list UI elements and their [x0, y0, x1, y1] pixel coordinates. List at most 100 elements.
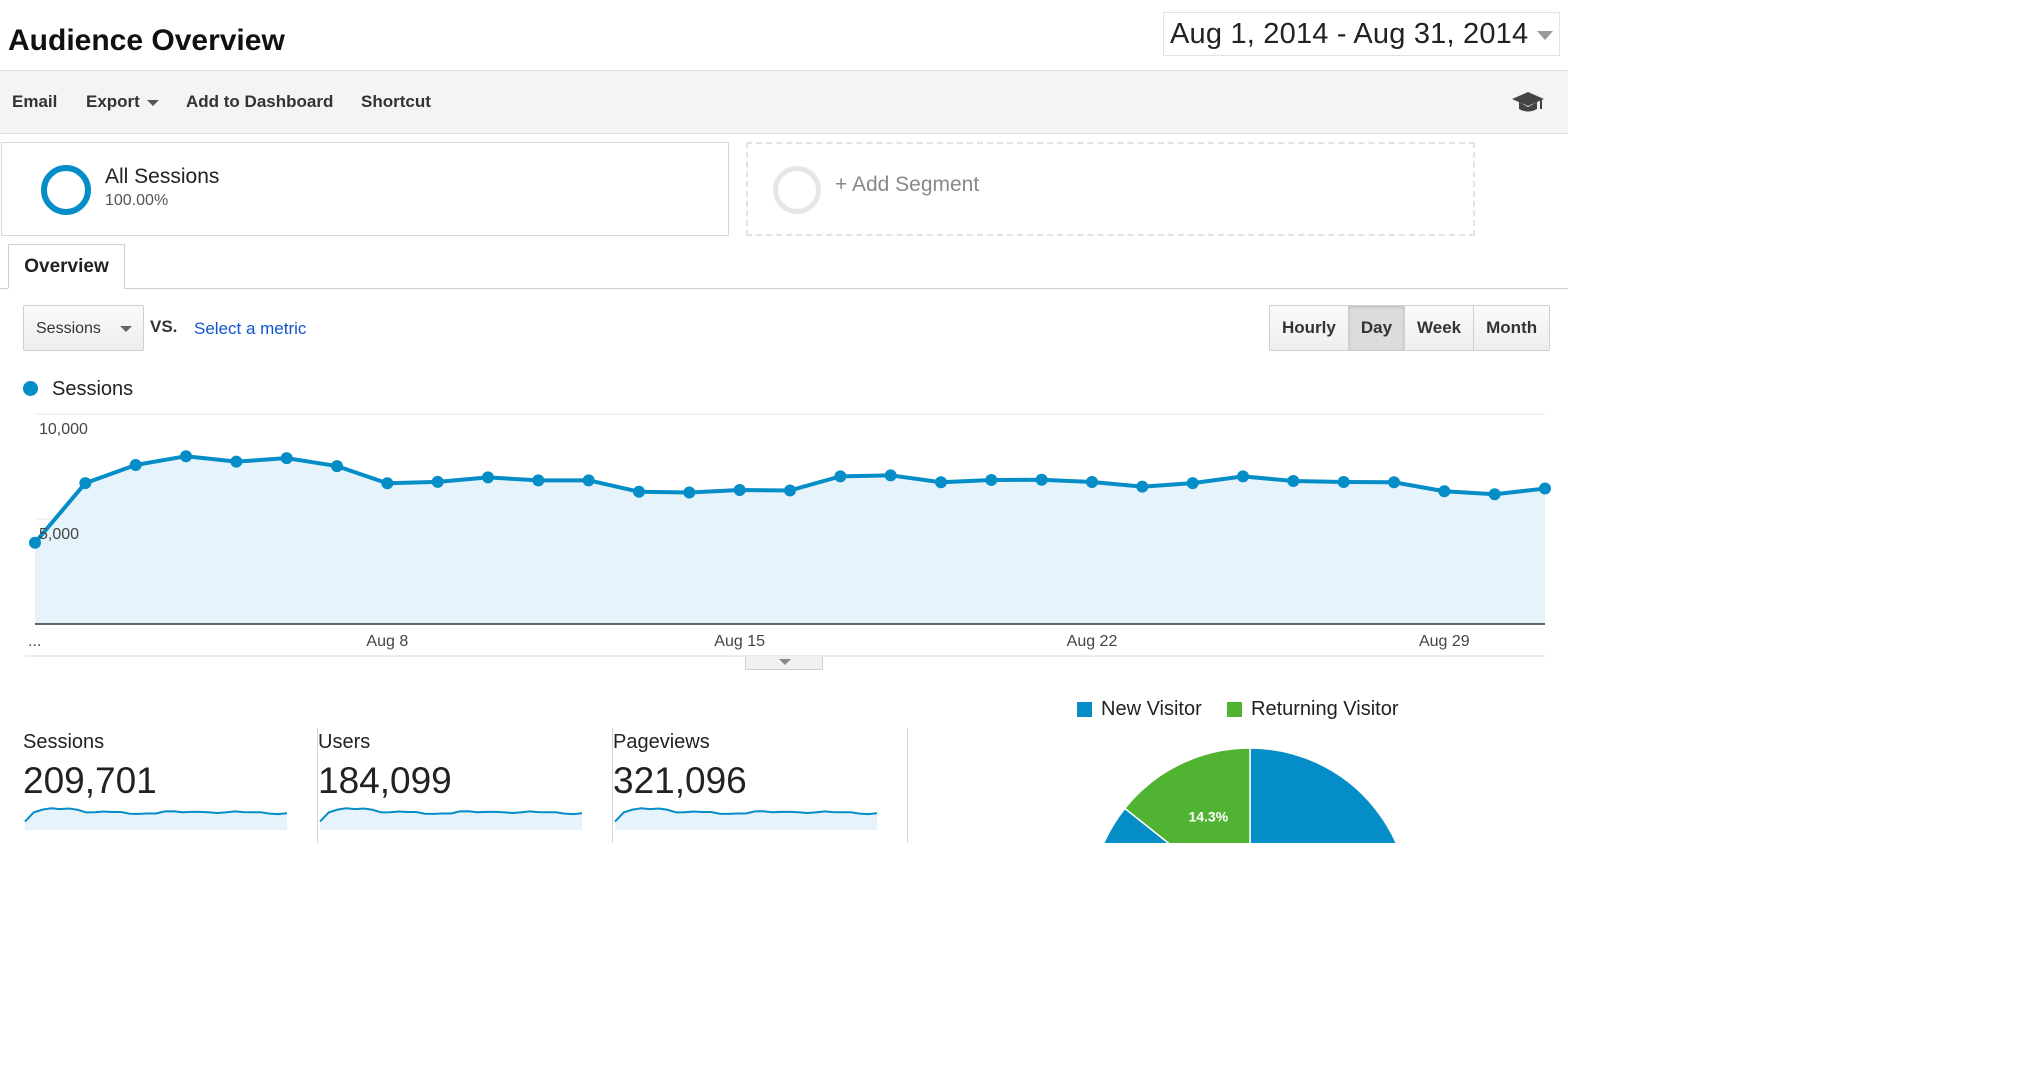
sessions-data-point	[331, 460, 343, 473]
sessions-data-point	[381, 477, 394, 490]
y-tick-label: 10,000	[39, 421, 88, 438]
pie-slice	[1103, 748, 1397, 843]
sessions-data-point	[431, 475, 444, 488]
scorecard-users[interactable]: Users 184,099	[318, 728, 613, 843]
interval-month-button[interactable]: Month	[1473, 306, 1550, 350]
sessions-data-point	[935, 476, 947, 489]
pie-slice-label: 14.3%	[1188, 809, 1228, 825]
report-toolbar: Email Export Add to Dashboard Shortcut	[0, 70, 1568, 134]
sessions-data-point	[129, 459, 142, 472]
email-button[interactable]: Email	[12, 92, 58, 111]
shortcut-button[interactable]: Shortcut	[361, 92, 431, 111]
metric-select[interactable]: Sessions	[23, 305, 144, 351]
sessions-data-point	[633, 485, 645, 498]
date-range-label: Aug 1, 2014 - Aug 31, 2014	[1170, 17, 1529, 50]
sessions-legend-dot	[23, 381, 38, 396]
graduation-cap-icon[interactable]	[1511, 89, 1545, 115]
sessions-data-point	[1136, 480, 1149, 493]
scorecard-value: 321,096	[613, 760, 747, 801]
scorecard-divider	[907, 728, 908, 843]
sparkline-line	[614, 807, 878, 823]
sessions-data-point	[1287, 474, 1300, 487]
x-tick-label: ...	[28, 633, 41, 650]
sessions-data-point	[683, 486, 696, 499]
pie-legend-returning-visitor: Returning Visitor	[1227, 698, 1398, 721]
x-tick-label: Aug 8	[366, 633, 408, 650]
new-visitor-label: New Visitor	[1101, 698, 1202, 720]
sessions-data-point	[1186, 477, 1199, 490]
sessions-data-point	[1488, 488, 1501, 501]
sessions-data-point	[582, 474, 595, 487]
scorecard-sparkline	[24, 807, 288, 830]
sessions-data-point	[1337, 476, 1350, 489]
tab-divider	[0, 288, 1568, 289]
date-range-picker[interactable]: Aug 1, 2014 - Aug 31, 2014	[1163, 12, 1560, 56]
add-segment-button[interactable]: + Add Segment	[746, 142, 1475, 236]
segment-percent: 100.00%	[105, 192, 169, 209]
chevron-down-icon	[120, 326, 132, 332]
scorecard-label: Pageviews	[613, 731, 710, 753]
scorecard-value: 209,701	[23, 760, 157, 801]
sessions-data-point	[482, 471, 494, 484]
sessions-data-point	[1438, 485, 1451, 498]
tab-overview[interactable]: Overview	[8, 244, 125, 289]
export-label: Export	[86, 92, 140, 111]
sessions-data-point	[1388, 476, 1400, 489]
chart-collapse-toggle[interactable]	[745, 656, 823, 670]
visitor-pie-chart[interactable]: 14.3%	[1100, 748, 1400, 843]
sessions-data-point	[79, 477, 92, 490]
sparkline-area	[25, 808, 287, 830]
sessions-data-point	[784, 484, 796, 497]
sessions-data-point	[1086, 476, 1098, 489]
scorecard-divider	[317, 728, 318, 843]
sessions-legend-label: Sessions	[52, 378, 134, 400]
sessions-data-point	[532, 474, 545, 487]
sessions-data-point	[280, 452, 293, 465]
sessions-data-point	[733, 484, 746, 497]
segment-ring-icon	[773, 166, 821, 214]
add-segment-label: + Add Segment	[835, 173, 980, 196]
sparkline-area	[615, 808, 877, 830]
pie-slice	[1123, 748, 1251, 843]
interval-hourly-button[interactable]: Hourly	[1270, 306, 1348, 350]
sessions-data-point	[884, 469, 897, 482]
scorecard-sessions[interactable]: Sessions 209,701	[23, 728, 318, 843]
sessions-data-point	[180, 450, 192, 463]
x-tick-label: Aug 15	[714, 633, 765, 650]
metric-select-value: Sessions	[36, 320, 101, 337]
interval-week-button[interactable]: Week	[1404, 306, 1474, 350]
sessions-line-chart[interactable]: 10,000 5,000... Aug 8 Aug 15 Aug 22 Aug 29	[0, 400, 1568, 660]
interval-selector: Hourly Day Week Month	[1269, 305, 1551, 351]
scorecard-label: Sessions	[23, 731, 105, 753]
new-visitor-swatch	[1077, 702, 1092, 717]
sparkline-line	[24, 807, 288, 823]
x-tick-label: Aug 22	[1067, 633, 1118, 650]
returning-visitor-swatch	[1227, 702, 1242, 717]
y-tick-label: 5,000	[39, 526, 79, 543]
add-to-dashboard-button[interactable]: Add to Dashboard	[186, 92, 334, 111]
select-metric-link[interactable]: Select a metric	[194, 319, 307, 338]
sessions-data-point	[1035, 473, 1048, 486]
sparkline-line	[319, 807, 583, 823]
interval-day-button[interactable]: Day	[1347, 306, 1405, 350]
pie-legend-new-visitor: New Visitor	[1077, 698, 1202, 721]
sessions-data-point	[230, 455, 243, 468]
segment-name: All Sessions	[105, 165, 220, 188]
segment-all-sessions[interactable]: All Sessions 100.00%	[1, 142, 729, 236]
scorecard-label: Users	[318, 731, 371, 753]
chevron-down-icon	[146, 99, 159, 106]
scorecard-pageviews[interactable]: Pageviews 321,096	[613, 728, 908, 843]
chevron-down-icon[interactable]	[1537, 31, 1553, 40]
vs-label: VS.	[150, 317, 178, 336]
sessions-area	[35, 456, 1545, 624]
sessions-data-point	[834, 470, 847, 483]
scorecard-divider	[612, 728, 613, 843]
sessions-data-point	[29, 536, 41, 549]
sessions-data-point	[1539, 482, 1551, 495]
sessions-data-point	[985, 473, 998, 486]
scorecard-value: 184,099	[318, 760, 452, 801]
export-button[interactable]: Export	[86, 92, 159, 112]
sparkline-area	[320, 808, 582, 830]
returning-visitor-label: Returning Visitor	[1251, 698, 1399, 720]
page-title: Audience Overview	[8, 24, 285, 57]
